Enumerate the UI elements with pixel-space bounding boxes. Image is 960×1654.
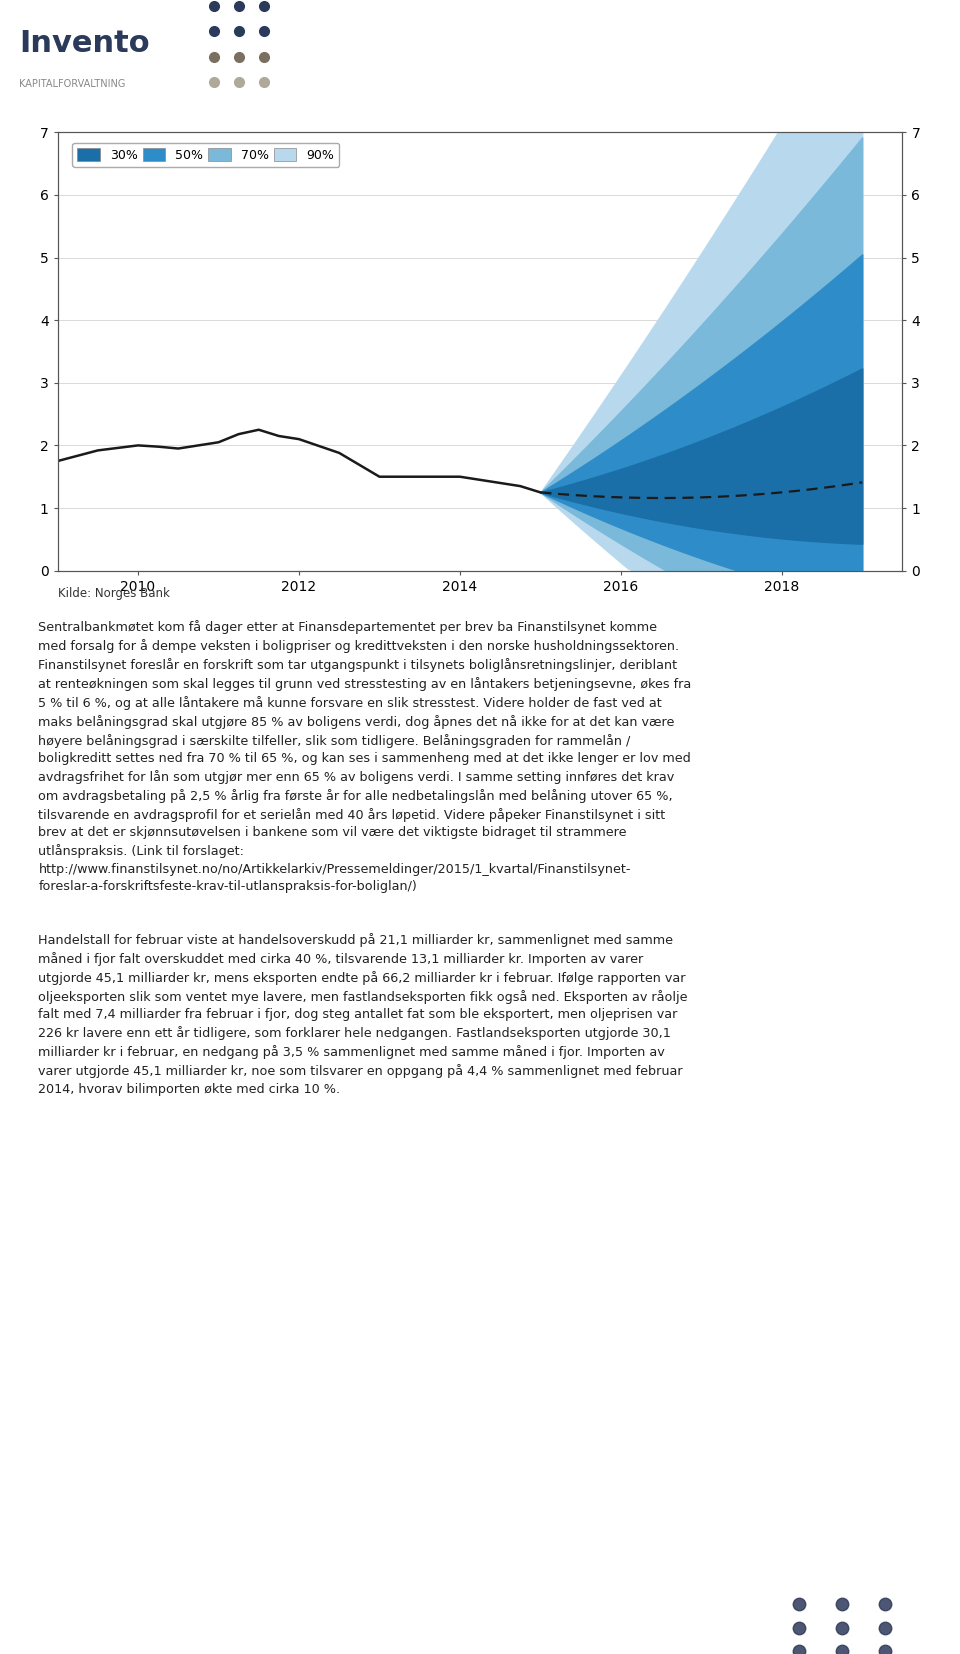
Text: Sentralbankmøtet kom få dager etter at Finansdepartementet per brev ba Finanstil: Sentralbankmøtet kom få dager etter at F… — [38, 620, 691, 1095]
Text: Kilde: Norges Bank: Kilde: Norges Bank — [58, 587, 170, 600]
Text: Invento: Invento — [19, 28, 150, 58]
Legend: 30%, 50%, 70%, 90%: 30%, 50%, 70%, 90% — [72, 142, 339, 167]
Text: KAPITALFORVALTNING: KAPITALFORVALTNING — [19, 79, 126, 89]
